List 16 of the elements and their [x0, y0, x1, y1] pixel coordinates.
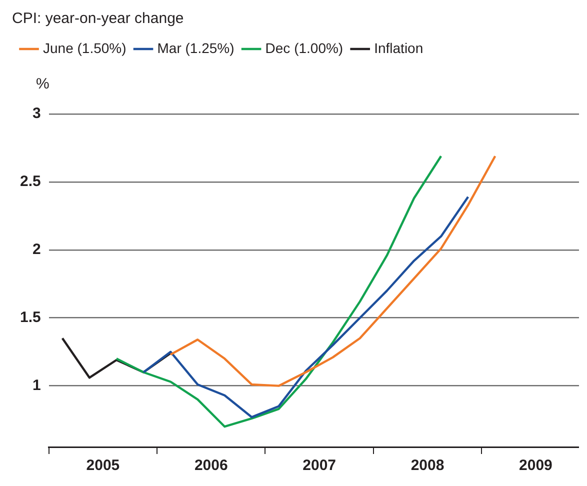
- y-tick-label: 2.5: [20, 173, 41, 190]
- x-tick-label: 2009: [519, 457, 552, 474]
- y-tick-label: 1.5: [20, 309, 41, 326]
- y-tick-label: 3: [32, 105, 41, 122]
- x-tick-label: 2006: [194, 457, 228, 474]
- x-tick-label: 2008: [410, 457, 444, 474]
- legend-label: Dec (1.00%): [265, 40, 344, 56]
- legend-label: Inflation: [374, 40, 424, 56]
- legend-label: June (1.50%): [43, 40, 126, 56]
- y-tick-label: 2: [32, 241, 41, 258]
- x-tick-label: 2007: [302, 457, 336, 474]
- chart-title: CPI: year-on-year change: [12, 10, 184, 28]
- x-tick-label: 2005: [86, 457, 120, 474]
- y-tick-label: 1: [32, 376, 41, 394]
- legend-label: Mar (1.25%): [157, 40, 234, 56]
- y-axis-title: %: [36, 76, 50, 93]
